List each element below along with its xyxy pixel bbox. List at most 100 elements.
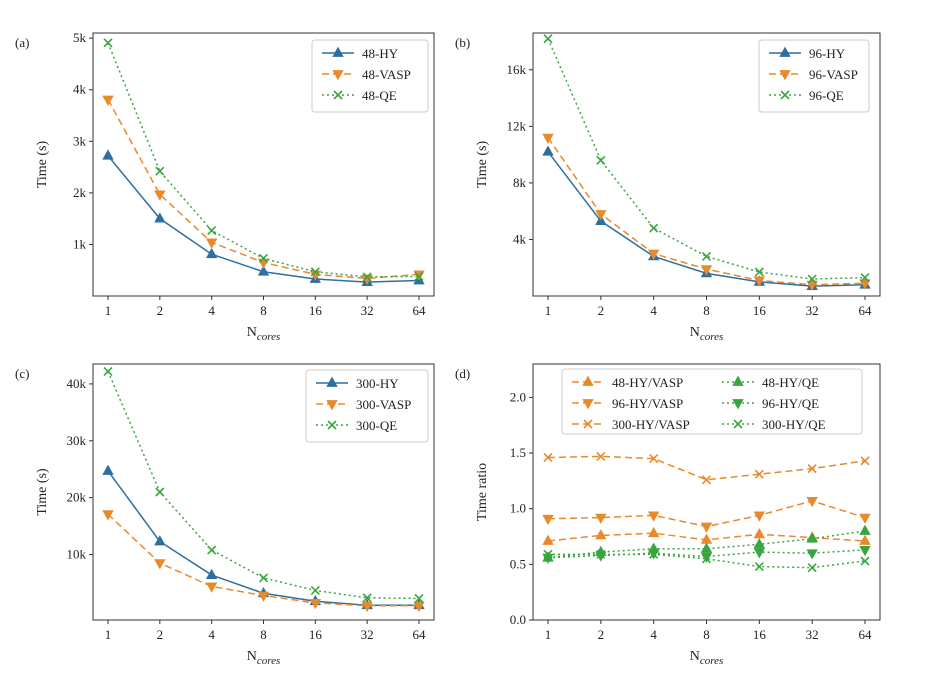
x-tick-label: 1: [105, 303, 112, 318]
legend-marker: [733, 419, 743, 429]
data-point: [859, 524, 871, 535]
x-tick-label: 1: [545, 303, 552, 318]
series-line: [547, 455, 866, 481]
legend-label: 48-HY: [362, 46, 399, 61]
data-point: [543, 34, 553, 44]
series-48-qe: [103, 38, 424, 282]
data-point: [414, 593, 424, 603]
data-point: [753, 276, 766, 287]
x-tick-label: 32: [361, 627, 374, 642]
data-point: [258, 573, 269, 583]
x-axis-label: Ncores: [690, 325, 724, 343]
legend-label: 48-QE: [362, 88, 397, 103]
data-point: [102, 149, 114, 160]
series-96-vasp: [542, 133, 871, 292]
legend-label: 300-HY/VASP: [612, 417, 690, 432]
legend-label: 96-QE: [809, 88, 844, 103]
series-300-hy-vasp: [543, 451, 870, 485]
x-tick-label: 32: [806, 303, 819, 318]
panel-label: (d): [455, 366, 470, 381]
y-axis-label: Time (s): [475, 141, 490, 189]
y-tick-label: 2.0: [510, 389, 526, 404]
x-axis-label: Ncores: [690, 649, 724, 667]
legend-label: 300-HY/QE: [762, 417, 826, 432]
x-tick-label: 8: [260, 303, 267, 318]
legend-label: 48-HY/VASP: [612, 375, 683, 390]
x-tick-label: 16: [753, 627, 767, 642]
series-48-vasp: [102, 95, 425, 285]
y-axis-label: Time (s): [35, 468, 50, 516]
legend: 300-HY 300-VASP 300-QE: [305, 369, 429, 443]
panel-label: (c): [15, 366, 29, 381]
data-point: [542, 534, 554, 545]
data-point: [361, 601, 373, 613]
data-point: [647, 526, 660, 538]
legend-marker: [333, 90, 343, 100]
x-tick-label: 32: [361, 303, 374, 318]
data-point: [207, 225, 217, 236]
series-96-hy-vasp: [542, 497, 871, 533]
data-point: [207, 545, 217, 555]
x-tick-label: 16: [753, 303, 767, 318]
series-line: [547, 137, 866, 286]
panel-c: 1 2 4 8 16 32 64 10k 20k 30k 40k Ncores Time (s) (c) 3…: [15, 363, 435, 667]
legend-marker: [582, 375, 594, 386]
y-tick-label: 10k: [67, 547, 87, 562]
x-tick-label: 64: [413, 303, 427, 318]
legend-label: 300-QE: [356, 418, 397, 433]
data-point: [310, 585, 320, 595]
series-96-qe: [543, 34, 870, 284]
data-point: [753, 527, 766, 539]
data-point: [102, 464, 114, 475]
legend: 96-HY 96-VASP 96-QE: [758, 39, 870, 113]
data-point: [701, 554, 712, 564]
data-point: [649, 454, 659, 464]
y-tick-label: 16k: [507, 62, 527, 77]
data-point: [205, 582, 218, 593]
data-point: [807, 464, 817, 474]
data-point: [860, 556, 870, 566]
data-point: [649, 549, 659, 559]
y-tick-label: 12k: [507, 118, 527, 133]
data-point: [596, 155, 606, 165]
series-line: [107, 99, 420, 280]
x-tick-label: 1: [545, 627, 552, 642]
y-tick-label: 2k: [73, 185, 87, 200]
legend-label: 48-HY/QE: [762, 375, 819, 390]
data-point: [596, 451, 606, 461]
data-point: [860, 456, 870, 466]
legend-marker: [326, 400, 338, 411]
legend-label: 96-HY: [809, 46, 846, 61]
data-point: [543, 452, 553, 463]
data-point: [257, 591, 270, 602]
x-tick-label: 2: [598, 627, 605, 642]
y-tick-label: 8k: [513, 175, 527, 190]
x-tick-label: 8: [260, 627, 267, 642]
x-tick-label: 2: [157, 627, 164, 642]
data-point: [754, 267, 764, 277]
y-axis-label: Time (s): [35, 141, 50, 189]
data-point: [155, 487, 165, 497]
data-point: [806, 280, 818, 292]
legend-marker: [327, 420, 337, 430]
data-point: [155, 166, 165, 176]
panel-label: (a): [15, 35, 29, 50]
data-point: [257, 265, 270, 276]
legend-marker: [732, 399, 744, 410]
data-point: [700, 522, 713, 533]
y-axis-label: Time ratio: [475, 463, 490, 521]
data-point: [701, 251, 712, 261]
data-point: [542, 514, 554, 526]
x-tick-label: 16: [309, 627, 323, 642]
x-tick-label: 8: [703, 303, 710, 318]
legend-marker: [326, 376, 338, 387]
panel-a: 1 2 4 8 16 32 64 1k 2k 3k 4k 5k Ncores Time (s) (a) 48-…: [15, 30, 435, 343]
y-tick-label: 4k: [513, 231, 527, 246]
data-point: [154, 559, 166, 570]
data-point: [103, 366, 113, 376]
data-point: [806, 497, 818, 508]
y-tick-label: 1.5: [510, 445, 526, 460]
legend-marker: [332, 46, 344, 57]
data-point: [205, 568, 218, 579]
